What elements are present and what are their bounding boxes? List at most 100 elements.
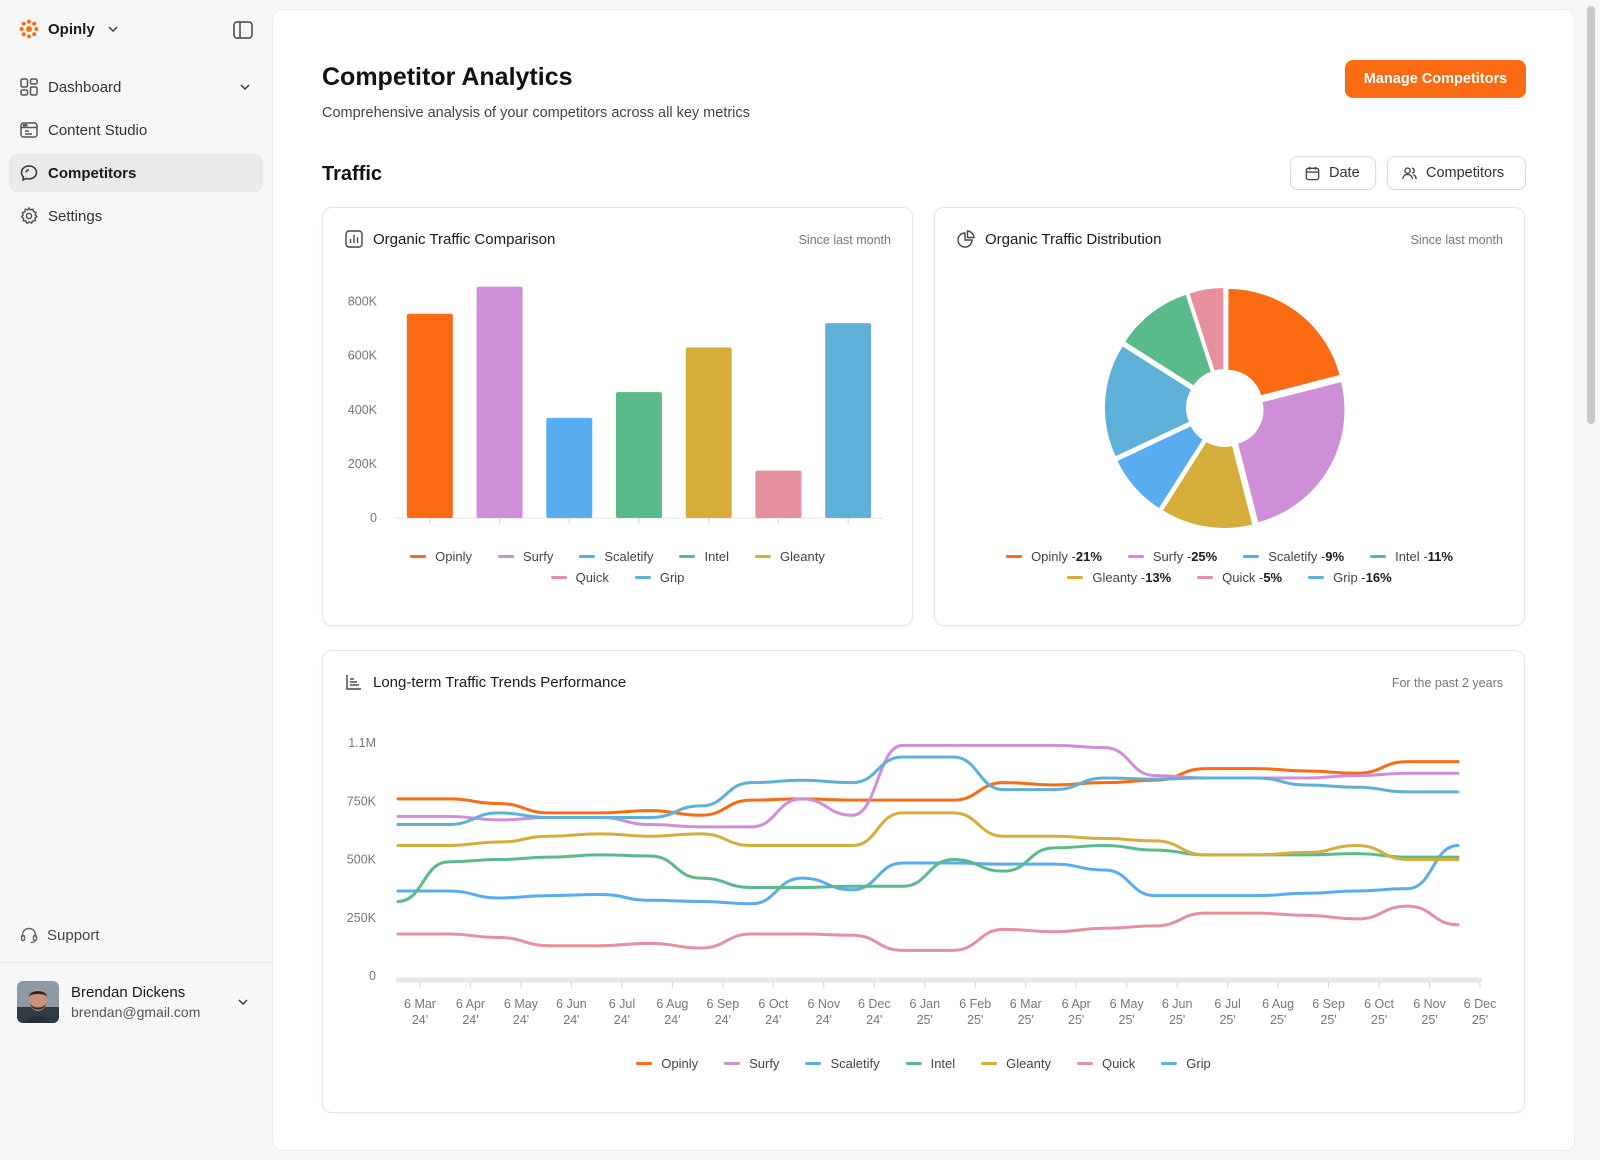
page-subtitle: Comprehensive analysis of your competito… [322,105,750,121]
legend-swatch [1161,1062,1178,1065]
panel-title: Organic Traffic Distribution [985,230,1162,248]
panel-title: Long-term Traffic Trends Performance [373,673,627,691]
bar-grip[interactable] [825,323,872,518]
x-tick-label-year: 24' [563,1013,579,1027]
legend-item-scaletify[interactable]: Scaletify [805,1056,880,1071]
bar-surfy[interactable] [476,286,523,518]
x-tick-label-year: 25' [1169,1013,1185,1027]
legend-item-opinly[interactable]: Opinly [410,549,472,564]
x-tick-label-year: 24' [614,1013,630,1027]
long-term-traffic-trends-panel: Long-term Traffic Trends Performance For… [322,650,1525,1113]
legend-item-grip[interactable]: Grip [1161,1056,1211,1071]
pie-slice-intel[interactable] [1122,292,1214,389]
x-tick-label-year: 25' [917,1013,933,1027]
y-tick-label: 200K [348,457,378,471]
legend-item-scaletify[interactable]: Scaletify [579,549,653,564]
legend-item-quick[interactable]: Quick - 5% [1197,570,1282,585]
legend-item-grip[interactable]: Grip [634,570,685,585]
sidebar-item-content-studio[interactable]: Content Studio [9,111,263,149]
legend-item-opinly[interactable]: Opinly - 21% [1006,549,1102,564]
legend-label: Quick - [1222,570,1264,585]
line-series-quick[interactable] [396,904,1460,952]
pie-slice-opinly[interactable] [1226,286,1342,398]
pie-slice-grip[interactable] [1103,343,1194,459]
bar-opinly[interactable] [406,313,453,518]
legend-label: Grip [659,570,685,585]
legend-swatch [579,555,596,558]
pie-slice-surfy[interactable] [1235,379,1347,525]
legend-percentage: 5% [1263,570,1283,585]
legend-item-surfy[interactable]: Surfy - 25% [1127,549,1217,564]
line-series-scaletify[interactable] [396,844,1460,906]
legend-label: Scaletify - [1268,549,1326,564]
line-chart-legend: Opinly Surfy Scaletify Intel Gleanty Quick Gri… [323,1056,1524,1071]
legend-label: Gleanty [1006,1056,1051,1071]
sidebar: Opinly Dashboard Content Studio [0,0,272,1160]
bar-intel[interactable] [616,392,662,518]
chevron-down-icon[interactable] [239,81,251,93]
x-tick-label-year: 25' [1320,1013,1336,1027]
sidebar-item-dashboard[interactable]: Dashboard [9,68,263,106]
pie-slice-scaletify[interactable] [1114,423,1206,511]
x-tick-label: 6 Jul [1214,997,1240,1011]
panel-title: Organic Traffic Comparison [373,230,556,248]
sidebar-item-settings[interactable]: Settings [9,197,263,235]
legend-item-gleanty[interactable]: Gleanty [981,1056,1051,1071]
page-scrollbar[interactable] [1583,0,1600,1160]
legend-percentage: 13% [1145,570,1172,585]
x-tick-label: 6 Aug [656,997,688,1011]
x-tick-label: 6 Feb [959,997,991,1011]
x-tick-label-year: 25' [1421,1013,1437,1027]
legend-item-quick[interactable]: Quick [550,570,609,585]
legend-item-quick[interactable]: Quick [1076,1056,1136,1071]
legend-item-gleanty[interactable]: Gleanty [755,549,825,564]
support-link[interactable]: Support [19,925,100,945]
legend-item-intel[interactable]: Intel [905,1056,955,1071]
legend-item-scaletify[interactable]: Scaletify - 9% [1243,549,1344,564]
sidebar-item-label: Competitors [48,164,137,182]
bar-scaletify[interactable] [546,417,593,518]
line-series-opinly[interactable] [396,760,1460,817]
legend-label: Quick [1101,1056,1136,1071]
legend-item-surfy[interactable]: Surfy [497,549,553,564]
line-series-grip[interactable] [396,755,1460,827]
scrollbar-thumb[interactable] [1587,6,1595,424]
dashboard-icon [20,78,38,96]
user-menu[interactable]: Brendan Dickens brendan@gmail.com [17,981,257,1023]
pie-slice-quick[interactable] [1186,286,1226,373]
legend-swatch [805,1062,822,1065]
legend-item-intel[interactable]: Intel - 11% [1370,549,1453,564]
legend-item-intel[interactable]: Intel [679,549,729,564]
user-name: Brendan Dickens [71,984,186,1001]
x-tick-label: 6 Mar [1010,997,1042,1011]
x-tick-label: 6 Apr [1062,997,1091,1011]
pie-slice-gleanty[interactable] [1160,439,1255,530]
sidebar-item-competitors[interactable]: Competitors [9,154,263,192]
bar-gleanty[interactable] [685,347,732,518]
sidebar-toggle-icon[interactable] [232,19,254,41]
legend-label: Quick [575,570,609,585]
panel-note: Since last month [798,233,891,247]
workspace-switcher[interactable]: Opinly [18,18,119,40]
legend-label: Opinly - [1031,549,1076,564]
competitors-filter-button[interactable]: Competitors [1387,156,1526,190]
date-filter-button[interactable]: Date [1290,156,1376,190]
pie-chart [1103,286,1347,530]
bar-quick[interactable] [755,470,802,518]
legend-item-opinly[interactable]: Opinly [636,1056,698,1071]
legend-swatch [755,555,772,558]
legend-item-grip[interactable]: Grip - 16% [1308,570,1392,585]
x-tick-label: 6 May [504,997,539,1011]
x-tick-label-year: 24' [715,1013,731,1027]
x-tick-label: 6 Dec [1464,997,1497,1011]
line-series-gleanty[interactable] [396,811,1460,861]
line-chart: 0 250K 500K 750K 1.1M 6 Mar 24' 6 Apr 24' 6 May 24… [347,736,1497,1027]
legend-item-gleanty[interactable]: Gleanty - 13% [1067,570,1171,585]
legend-percentage: 9% [1325,549,1345,564]
legend-swatch [550,576,567,579]
legend-swatch [1127,555,1144,558]
x-tick-label: 6 Sep [1312,997,1345,1011]
legend-item-surfy[interactable]: Surfy [724,1056,779,1071]
manage-competitors-button[interactable]: Manage Competitors [1345,60,1526,98]
bar-chart: 0 200K 400K 600K 800K [348,286,883,525]
